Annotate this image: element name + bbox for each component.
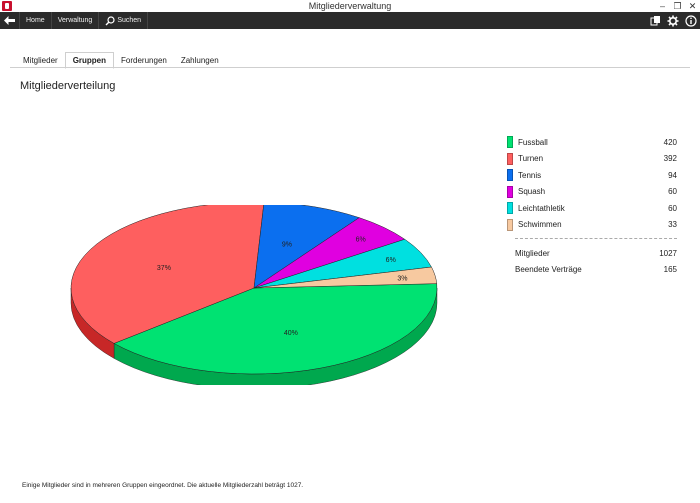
search-label: Suchen: [117, 17, 142, 24]
window-title: Mitgliederverwaltung: [308, 1, 392, 11]
pie-slice-turnen: [70, 205, 264, 344]
toolbar: Home Verwaltung Suchen: [0, 12, 700, 29]
info-icon: [685, 14, 697, 27]
home-button[interactable]: Home: [20, 12, 52, 29]
legend-swatch: [507, 136, 513, 149]
summary-label: Beendete Verträge: [515, 264, 582, 274]
minimize-button[interactable]: –: [659, 1, 665, 11]
close-button[interactable]: ✕: [688, 1, 697, 11]
tab-gruppen[interactable]: Gruppen: [64, 52, 115, 69]
legend-item: Tennis 94: [507, 167, 677, 184]
summary-label: Mitglieder: [515, 248, 550, 258]
legend-swatch: [507, 169, 513, 182]
pie-percent-label: 6%: [386, 257, 396, 264]
legend-label: Turnen: [518, 154, 544, 164]
page-title: Mitgliederverteilung: [20, 80, 116, 92]
legend-value: 94: [668, 170, 677, 180]
search-button[interactable]: Suchen: [99, 12, 149, 29]
back-button[interactable]: [0, 12, 20, 29]
legend-item: Fussball 420: [507, 134, 677, 151]
pie-slice-schwimmen: [253, 266, 438, 289]
legend-label: Leichtathletik: [518, 203, 565, 213]
chart-legend: Fussball 420 Turnen 392 Tennis 94 Squash…: [507, 134, 677, 277]
gear-icon: [667, 15, 679, 26]
search-icon: [105, 15, 115, 25]
tab-mitglieder[interactable]: Mitglieder: [23, 56, 58, 65]
legend-value: 33: [668, 220, 677, 230]
legend-label: Tennis: [518, 170, 542, 180]
tab-divider: [10, 67, 690, 68]
pie-percent-label: 40%: [284, 330, 298, 337]
tab-zahlungen[interactable]: Zahlungen: [180, 56, 219, 65]
legend-item: Schwimmen 33: [507, 217, 677, 234]
tab-forderungen[interactable]: Forderungen: [121, 56, 167, 65]
restore-button[interactable]: ❐: [673, 1, 682, 11]
legend-separator: [515, 238, 677, 239]
cards-icon: [650, 16, 660, 26]
pie-percent-label: 3%: [397, 276, 407, 283]
legend-value: 392: [663, 154, 677, 164]
pie-slice-tennis: [253, 205, 360, 289]
legend-item: Squash 60: [507, 184, 677, 201]
settings-button[interactable]: [666, 14, 680, 28]
back-arrow-icon: [4, 16, 15, 25]
tab-bar: Mitglieder Gruppen Forderungen Zahlungen: [16, 52, 226, 69]
summary-row-ended-contracts: Beendete Verträge 165: [507, 261, 677, 277]
pie-percent-label: 9%: [282, 241, 292, 248]
legend-value: 60: [668, 187, 677, 197]
toolbar-right: [648, 12, 698, 29]
info-button[interactable]: [684, 14, 698, 28]
legend-swatch: [507, 185, 513, 198]
legend-label: Squash: [518, 187, 546, 197]
legend-item: Leichtathletik 60: [507, 200, 677, 217]
legend-value: 60: [668, 203, 677, 213]
legend-value: 420: [663, 137, 677, 147]
legend-swatch: [507, 202, 513, 215]
window-controls: – ❐ ✕: [655, 0, 700, 12]
footer-note: Einige Mitglieder sind in mehreren Grupp…: [22, 482, 304, 489]
pie-percent-label: 6%: [356, 236, 366, 243]
cards-button[interactable]: [648, 14, 662, 28]
pie-chart: 40% 37% 9% 6% 6% 3%: [70, 205, 438, 385]
legend-label: Fussball: [518, 137, 548, 147]
legend-swatch: [507, 152, 513, 165]
legend-label: Schwimmen: [518, 220, 562, 230]
app-icon: [2, 1, 12, 11]
legend-swatch: [507, 218, 513, 231]
pie-slice-fussball: [113, 283, 438, 375]
summary-row-members: Mitglieder 1027: [507, 245, 677, 261]
pie-percent-label: 37%: [157, 265, 171, 272]
summary-value: 1027: [659, 248, 677, 258]
legend-item: Turnen 392: [507, 151, 677, 168]
summary-value: 165: [663, 264, 677, 274]
verwaltung-button[interactable]: Verwaltung: [52, 12, 100, 29]
